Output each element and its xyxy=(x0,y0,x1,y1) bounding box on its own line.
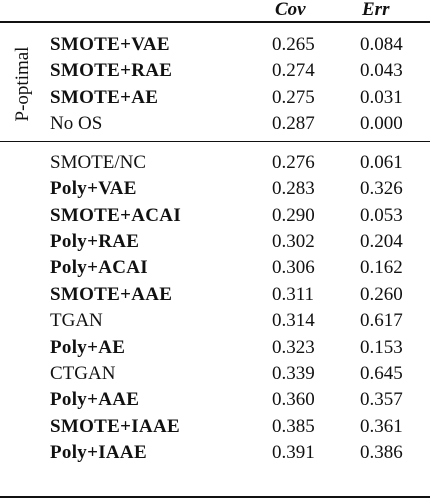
cov-cell: 0.287 xyxy=(272,112,315,134)
err-cell: 0.204 xyxy=(360,231,403,253)
err-cell: 0.361 xyxy=(360,415,403,437)
method-cell: TGAN xyxy=(50,310,103,332)
method-cell: Poly+VAE xyxy=(50,178,137,200)
header-cell: Cov xyxy=(275,0,306,20)
method-cell: SMOTE+ACAI xyxy=(50,204,182,226)
cov-cell: 0.385 xyxy=(272,415,315,437)
header-cell: Err xyxy=(362,0,390,20)
cov-cell: 0.302 xyxy=(272,231,315,253)
cov-cell: 0.265 xyxy=(272,34,315,55)
method-cell: SMOTE+VAE xyxy=(50,34,170,55)
method-cell: Poly+IAAE xyxy=(50,441,147,463)
err-cell: 0.031 xyxy=(360,86,403,108)
err-cell: 0.617 xyxy=(360,310,403,332)
cov-cell: 0.360 xyxy=(272,389,315,411)
method-cell: SMOTE+IAAE xyxy=(50,415,180,437)
err-cell: 0.357 xyxy=(360,389,403,411)
cov-cell: 0.283 xyxy=(272,178,315,200)
cov-cell: 0.314 xyxy=(272,310,315,332)
method-cell: CTGAN xyxy=(50,362,116,384)
err-cell: 0.386 xyxy=(360,441,403,463)
cov-cell: 0.311 xyxy=(272,283,315,305)
cov-cell: 0.323 xyxy=(272,336,315,358)
err-cell: 0.260 xyxy=(360,283,403,305)
method-cell: Poly+RAE xyxy=(50,231,140,253)
err-cell: 0.084 xyxy=(360,34,403,55)
method-cell: No OS xyxy=(50,112,103,134)
method-cell: Poly+AE xyxy=(50,336,126,358)
method-cell: SMOTE/NC xyxy=(50,152,147,173)
cov-cell: 0.290 xyxy=(272,204,315,226)
err-cell: 0.053 xyxy=(360,204,403,226)
cov-cell: 0.306 xyxy=(272,257,315,279)
cov-cell: 0.391 xyxy=(272,441,315,463)
err-cell: 0.043 xyxy=(360,60,403,82)
header-rule xyxy=(0,21,430,23)
group-rule xyxy=(0,141,430,142)
err-cell: 0.162 xyxy=(360,257,403,279)
method-cell: SMOTE+AAE xyxy=(50,283,173,305)
err-cell: 0.645 xyxy=(360,362,403,384)
err-cell: 0.326 xyxy=(360,178,403,200)
cov-cell: 0.275 xyxy=(272,86,315,108)
err-cell: 0.061 xyxy=(360,152,403,173)
cov-cell: 0.276 xyxy=(272,152,315,173)
group-label: P-optimal xyxy=(12,46,33,122)
err-cell: 0.153 xyxy=(360,336,403,358)
err-cell: 0.000 xyxy=(360,112,403,134)
method-cell: SMOTE+AE xyxy=(50,86,159,108)
cov-cell: 0.339 xyxy=(272,362,315,384)
method-cell: SMOTE+RAE xyxy=(50,60,173,82)
method-cell: Poly+ACAI xyxy=(50,257,148,279)
bottom-rule xyxy=(0,496,430,498)
cov-cell: 0.274 xyxy=(272,60,315,82)
method-cell: Poly+AAE xyxy=(50,389,140,411)
